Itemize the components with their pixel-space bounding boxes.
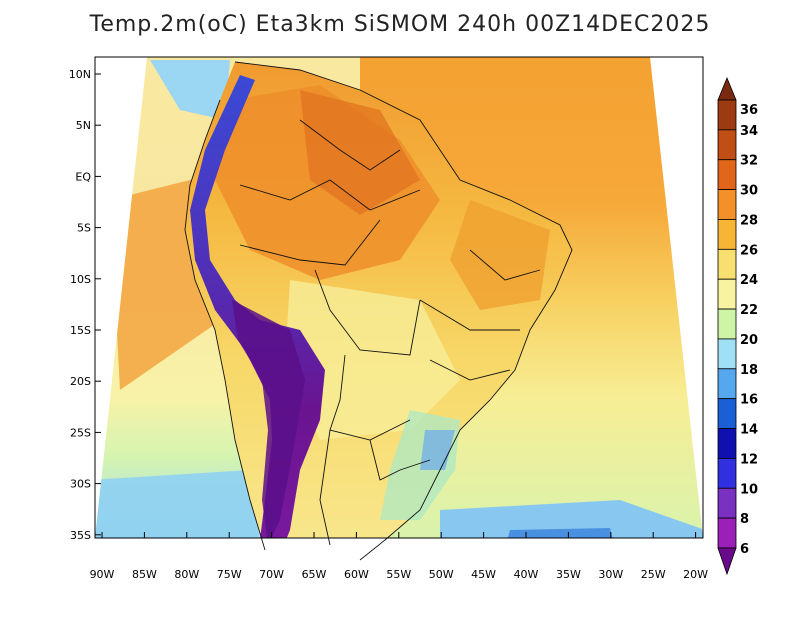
colorbar-top-arrow xyxy=(717,76,737,101)
lat-label: 5S xyxy=(77,222,91,235)
northeast-warm xyxy=(450,200,550,310)
colorbar-box xyxy=(717,308,737,340)
lon-label: 50W xyxy=(429,568,454,581)
colorbar-label: 18 xyxy=(740,363,758,378)
southern-ocean-west xyxy=(95,470,260,538)
lat-label: 20S xyxy=(70,375,91,388)
lon-label: 65W xyxy=(302,568,327,581)
lon-label: 75W xyxy=(217,568,242,581)
colorbar-box xyxy=(717,159,737,191)
lon-label: 25W xyxy=(641,568,666,581)
caribbean-cool xyxy=(150,60,230,120)
latitude-axis: 10N 5N EQ 5S 10S 15S 20S 25S 30S 35S xyxy=(69,68,101,542)
lat-label: 25S xyxy=(70,426,91,439)
longitude-axis: 90W 85W 80W 75W 70W 65W 60W 55W 50W 45W 40W 35W 30W 2… xyxy=(90,532,708,581)
colorbar-label: 32 xyxy=(740,154,758,169)
colorbar-label: 16 xyxy=(740,393,758,408)
andes-coldest xyxy=(232,300,305,538)
colorbar-label: 8 xyxy=(740,512,749,527)
lon-label: 35W xyxy=(556,568,581,581)
lat-label: 10S xyxy=(70,273,91,286)
colorbar-label: 12 xyxy=(740,452,758,467)
colorbar-box xyxy=(717,428,737,459)
colorbar-label: 20 xyxy=(740,333,758,348)
colorbar-label: 30 xyxy=(740,184,758,199)
colorbar-label: 14 xyxy=(740,423,758,438)
colorbar-box xyxy=(717,338,737,370)
colorbar-box xyxy=(717,129,737,161)
lat-label: 5N xyxy=(76,119,91,132)
colorbar-label: 26 xyxy=(740,243,758,258)
colorbar-label: 24 xyxy=(740,273,758,288)
colorbar-box xyxy=(717,457,737,489)
southern-ocean-east xyxy=(440,500,703,538)
map-field xyxy=(95,57,703,538)
country-borders xyxy=(184,61,573,561)
lon-label: 80W xyxy=(174,568,199,581)
colorbar-box xyxy=(717,278,737,310)
colorbar-box xyxy=(717,487,737,519)
colorbar-label: 10 xyxy=(740,482,758,497)
colorbar-box xyxy=(717,99,737,131)
map-title: Temp.2m(oC) Eta3km SiSMOM 240h 00Z14DEC2… xyxy=(89,12,711,37)
lon-label: 55W xyxy=(386,568,411,581)
lat-label: 35S xyxy=(70,529,91,542)
colorbar-box xyxy=(717,189,737,220)
lon-label: 90W xyxy=(90,568,115,581)
lon-label: 70W xyxy=(259,568,284,581)
colorbar-box xyxy=(717,517,737,549)
lon-label: 60W xyxy=(344,568,369,581)
lat-label: 15S xyxy=(70,324,91,337)
lon-label: 30W xyxy=(598,568,623,581)
colorbar-label: 34 xyxy=(740,124,758,139)
colorbar-box xyxy=(717,219,737,250)
colorbar-label: 6 xyxy=(740,542,749,557)
cold-patch xyxy=(505,528,615,538)
colorbar: 36 34 32 30 28 26 24 22 20 18 16 14 12 10 8 6 xyxy=(717,76,758,576)
colorbar-label: 28 xyxy=(740,213,758,228)
lon-label: 40W xyxy=(514,568,539,581)
lon-label: 85W xyxy=(132,568,157,581)
colorbar-box xyxy=(717,248,737,280)
north-hot-core xyxy=(300,90,420,215)
lat-label: EQ xyxy=(75,170,91,183)
lat-label: 30S xyxy=(70,478,91,491)
colorbar-label: 22 xyxy=(740,303,758,318)
lon-label: 20W xyxy=(683,568,708,581)
colorbar-box xyxy=(717,368,737,400)
lat-label: 10N xyxy=(69,68,91,81)
colorbar-label: 36 xyxy=(740,103,758,118)
colorbar-box xyxy=(717,398,737,429)
lon-label: 45W xyxy=(471,568,496,581)
colorbar-bottom-arrow xyxy=(717,547,737,576)
